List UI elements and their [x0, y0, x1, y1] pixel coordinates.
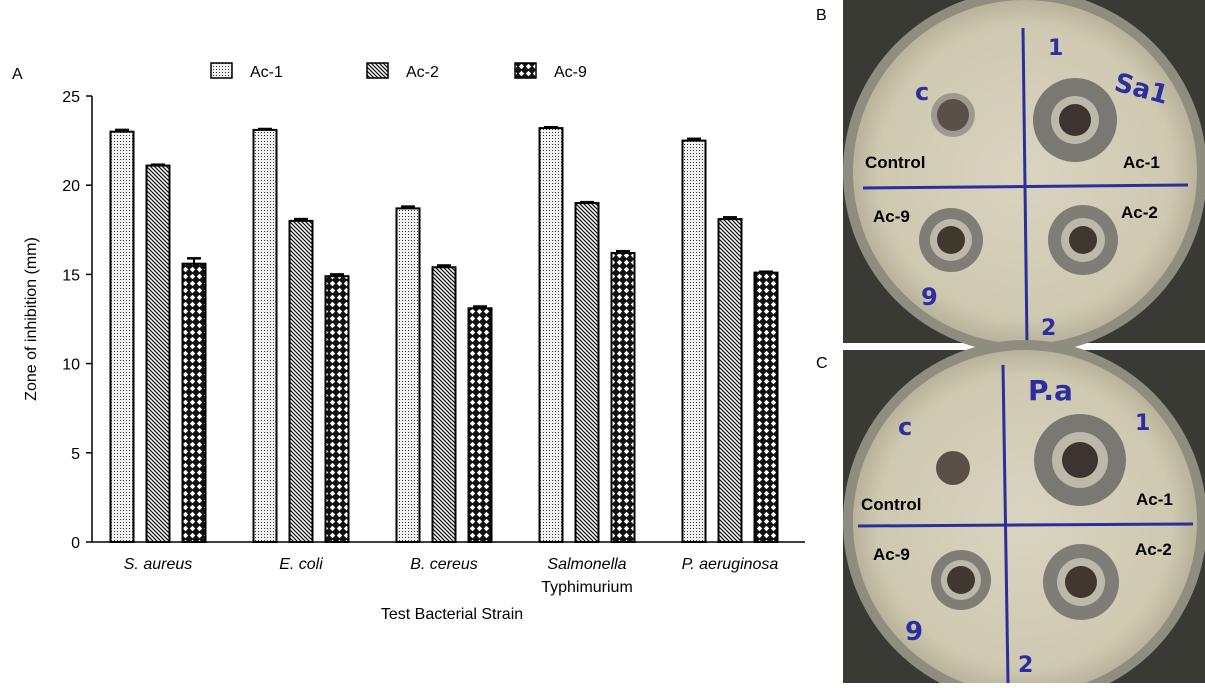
plate-label-ac9: Ac-9 [873, 207, 910, 226]
bar-ac-2 [431, 266, 457, 543]
category-label: P. aeruginosa [682, 556, 779, 573]
bar-ac-1 [109, 130, 135, 543]
bar-ac-2 [288, 219, 314, 543]
y-tick-label: 0 [71, 535, 80, 552]
plate-label-ac2: Ac-2 [1135, 540, 1172, 559]
panel-label-a: A [12, 66, 23, 83]
inhibition-zone-ac9 [919, 208, 983, 272]
plate-label-ac1: Ac-1 [1123, 153, 1160, 172]
bar-ac-1 [538, 127, 564, 543]
y-tick-label: 20 [62, 178, 80, 195]
plate-label-control: Control [861, 495, 921, 514]
inhibition-zone-ac1 [1033, 78, 1117, 162]
handwriting-c: c [915, 78, 929, 106]
legend-swatch-ac-9 [514, 62, 537, 79]
bar-ac-9 [324, 275, 350, 543]
petri-plate-c: Control Ac-1 Ac-2 Ac-9 c 1 P.a 9 2 [843, 340, 1205, 688]
bar-ac-9 [610, 251, 636, 543]
bar-ac-1 [395, 207, 421, 543]
y-tick-label: 15 [62, 267, 80, 284]
category-label: S. aureus [124, 556, 192, 573]
handwriting-9: 9 [921, 283, 938, 311]
legend-label: Ac-2 [406, 64, 439, 81]
inhibition-zone-ac2 [1048, 205, 1118, 275]
panel-label-b: B [816, 7, 827, 24]
inhibition-zone-control [931, 93, 975, 137]
y-axis-label: Zone of inhibition (mm) [23, 237, 40, 401]
bar-ac-1 [252, 128, 278, 543]
bar-ac-9 [753, 271, 779, 543]
bar-ac-1 [681, 139, 707, 543]
legend-label: Ac-9 [554, 64, 587, 81]
legend-label: Ac-1 [250, 64, 283, 81]
inhibition-zone-control [936, 451, 970, 485]
bar-ac-2 [574, 202, 600, 543]
bar-chart: 0 5 10 15 20 25 Zone of inhibition (mm) Test Ba… [23, 62, 805, 623]
inhibition-zone-ac1 [1034, 414, 1126, 506]
handwriting-c: c [898, 413, 912, 441]
inhibition-zone-ac2 [1043, 544, 1119, 620]
y-tick-label: 10 [62, 357, 80, 374]
category-label-line2: Typhimurium [541, 579, 633, 596]
handwriting-9: 9 [905, 617, 923, 647]
category-label: B. cereus [410, 556, 478, 573]
category-label: Salmonella [547, 556, 626, 573]
handwriting-2: 2 [1018, 653, 1033, 678]
handwriting-1: 1 [1048, 36, 1063, 61]
legend-swatch-ac-2 [366, 62, 389, 79]
handwriting-2: 2 [1041, 316, 1056, 341]
y-tick-label: 5 [71, 446, 80, 463]
bar-ac-2 [717, 218, 743, 543]
bar-ac-9 [467, 307, 493, 543]
bar-ac-9 [181, 262, 207, 543]
x-axis-label: Test Bacterial Strain [381, 606, 523, 623]
handwriting-1: 1 [1135, 411, 1150, 436]
category-label: E. coli [279, 556, 323, 573]
bar-ac-2 [145, 164, 171, 544]
y-tick-label: 25 [62, 89, 80, 106]
plate-label-ac9: Ac-9 [873, 545, 910, 564]
inhibition-zone-ac9 [931, 550, 991, 610]
panel-label-c: C [816, 355, 828, 372]
plate-label-ac2: Ac-2 [1121, 203, 1158, 222]
legend-swatch-ac-1 [210, 62, 233, 79]
petri-plate-b: Control Ac-1 Ac-2 Ac-9 c 1 Sa1 9 2 [843, 0, 1205, 354]
plate-label-ac1: Ac-1 [1136, 490, 1173, 509]
handwriting-strain: P.a [1028, 374, 1073, 407]
plate-label-control: Control [865, 153, 925, 172]
